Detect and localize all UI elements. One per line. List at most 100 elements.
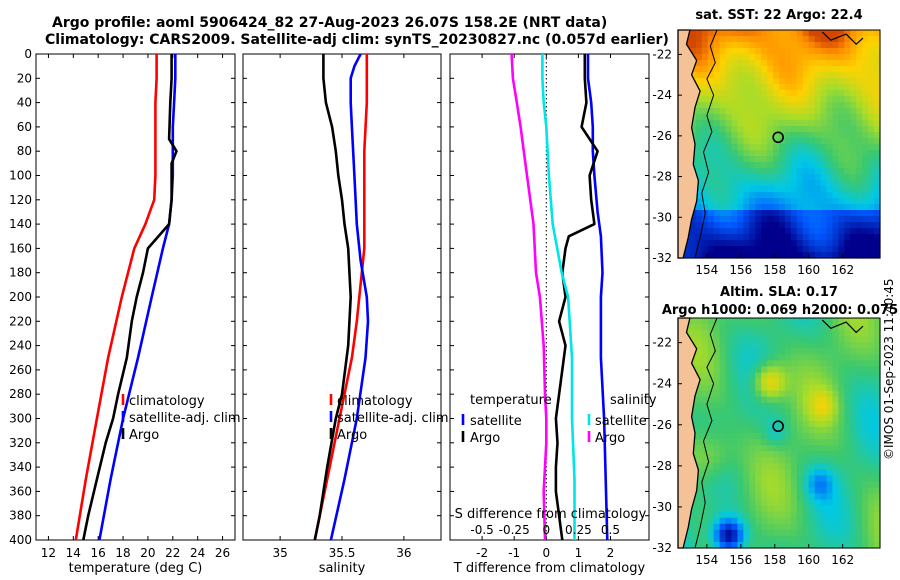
map-cell bbox=[790, 174, 798, 181]
map-cell bbox=[695, 222, 703, 229]
map-cell bbox=[820, 529, 828, 537]
map-cell bbox=[844, 372, 851, 380]
map-cell bbox=[874, 511, 881, 519]
map-cell bbox=[796, 54, 804, 61]
map-cell bbox=[731, 420, 739, 428]
map-cell bbox=[707, 487, 715, 495]
map-cell bbox=[820, 78, 828, 85]
map-cell bbox=[773, 487, 780, 495]
map-cell bbox=[743, 108, 750, 115]
map-cell bbox=[731, 216, 739, 223]
map-cell bbox=[790, 372, 798, 380]
map-cell bbox=[749, 433, 756, 440]
map-cell bbox=[796, 469, 804, 476]
map-cell bbox=[707, 402, 715, 410]
map-cell bbox=[707, 90, 715, 97]
map-cell bbox=[743, 336, 750, 343]
map-cell bbox=[743, 529, 750, 537]
map-cell bbox=[701, 222, 709, 229]
map-cell bbox=[701, 420, 709, 428]
map-cell bbox=[761, 180, 768, 187]
map-cell bbox=[862, 378, 869, 386]
map-cell bbox=[874, 246, 881, 253]
map-cell bbox=[826, 396, 834, 404]
map-cell bbox=[695, 445, 703, 452]
map-cell bbox=[737, 54, 744, 61]
map-cell bbox=[820, 535, 828, 543]
map-cell bbox=[838, 120, 845, 127]
map-cell bbox=[713, 541, 721, 549]
map-cell bbox=[761, 475, 768, 483]
map-cell bbox=[713, 222, 721, 229]
map-cell bbox=[826, 390, 834, 398]
sst-map-title: sat. SST: 22 Argo: 22.4 bbox=[695, 8, 862, 23]
map-cell bbox=[749, 523, 756, 531]
map-cell bbox=[844, 54, 851, 61]
map-cell bbox=[850, 240, 857, 247]
map-cell bbox=[796, 114, 804, 121]
map-cell bbox=[790, 493, 798, 501]
map-cell bbox=[802, 445, 810, 452]
map-cell bbox=[779, 378, 786, 386]
map-cell bbox=[689, 318, 697, 325]
map-cell bbox=[838, 396, 845, 404]
map-cell bbox=[761, 186, 768, 193]
map-cell bbox=[719, 96, 727, 103]
map-cell bbox=[814, 372, 822, 380]
map-cell bbox=[856, 228, 863, 235]
map-cell bbox=[820, 132, 828, 139]
map-cell bbox=[832, 366, 840, 374]
map-cell bbox=[713, 246, 721, 253]
map-cell bbox=[808, 150, 816, 157]
map-cell bbox=[731, 324, 739, 331]
map-cell bbox=[719, 222, 727, 229]
map-cell bbox=[701, 390, 709, 398]
map-cell bbox=[779, 222, 786, 229]
map-cell bbox=[761, 240, 768, 247]
map-cell bbox=[731, 150, 739, 157]
map-cell bbox=[844, 463, 851, 470]
map-cell bbox=[695, 120, 703, 127]
map-cell bbox=[713, 348, 721, 355]
map-cell bbox=[779, 390, 786, 398]
map-cell bbox=[761, 426, 768, 434]
map-cell bbox=[695, 114, 703, 121]
map-cell bbox=[874, 402, 881, 410]
map-cell bbox=[856, 216, 863, 223]
map-cell bbox=[814, 222, 822, 229]
y-tick-label: 360 bbox=[9, 484, 32, 498]
map-cell bbox=[743, 156, 750, 163]
map-cell bbox=[725, 487, 733, 495]
map-cell bbox=[725, 481, 733, 489]
map-cell bbox=[767, 523, 774, 531]
map-cell bbox=[784, 240, 792, 247]
map-cell bbox=[802, 90, 810, 97]
map-cell bbox=[856, 126, 863, 133]
map-cell bbox=[779, 384, 786, 392]
map-cell bbox=[802, 252, 810, 259]
map-cell bbox=[749, 529, 756, 537]
map-cell bbox=[707, 499, 715, 507]
map-cell bbox=[808, 541, 816, 549]
map-cell bbox=[737, 402, 744, 410]
map-cell bbox=[808, 475, 816, 483]
map-cell bbox=[820, 126, 828, 133]
map-cell bbox=[850, 318, 857, 325]
temperature-profile-legend-label: Argo bbox=[129, 428, 159, 443]
map-cell bbox=[802, 475, 810, 483]
map-cell bbox=[850, 150, 857, 157]
map-cell bbox=[701, 204, 709, 211]
temperature-profile-x-tick-label: 22 bbox=[165, 546, 180, 560]
map-cell bbox=[838, 318, 845, 325]
map-cell bbox=[850, 366, 857, 374]
map-cell bbox=[820, 366, 828, 374]
map-cell bbox=[844, 493, 851, 501]
map-cell bbox=[761, 469, 768, 476]
map-cell bbox=[826, 228, 834, 235]
map-cell bbox=[784, 108, 792, 115]
map-cell bbox=[844, 336, 851, 343]
map-cell bbox=[832, 84, 840, 91]
sla-map-y-tick-label: -32 bbox=[652, 541, 672, 555]
sst-map-land bbox=[677, 29, 701, 259]
map-cell bbox=[802, 457, 810, 464]
